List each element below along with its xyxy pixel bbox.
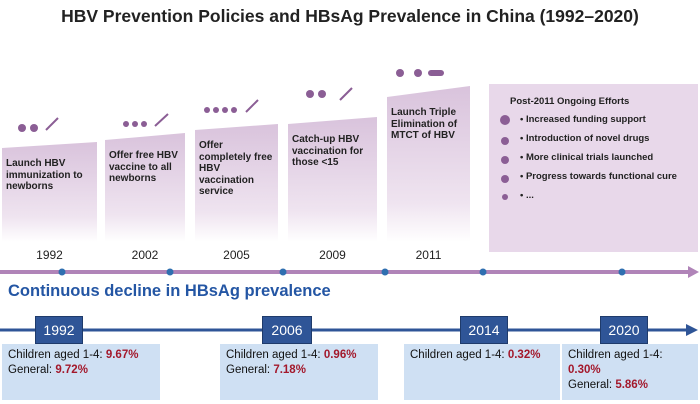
item-text: More clinical trials launched	[525, 152, 654, 163]
prevalence-heading: Continuous decline in HBsAg prevalence	[8, 282, 331, 300]
bullet: •	[520, 133, 526, 144]
policy-card	[195, 124, 278, 242]
policy-card	[2, 142, 97, 242]
line-label: Children aged 1-4:	[410, 349, 505, 361]
policy-year: 2009	[319, 248, 346, 262]
ongoing-item: • Increased funding support	[520, 114, 692, 125]
ongoing-item: • Progress towards functional cure	[520, 171, 692, 182]
title: HBV Prevention Policies and HBsAg Preval…	[61, 6, 639, 26]
line-label: General:	[8, 364, 53, 376]
prevalence-line: Children aged 1-4: 0.30%	[568, 348, 692, 378]
prevalence-box: Children aged 1-4: 0.32%	[404, 344, 560, 400]
line-value: 5.86%	[615, 379, 648, 391]
prevalence-year: 2006	[262, 316, 312, 344]
ongoing-item: • More clinical trials launched	[520, 152, 692, 163]
policy-text: Offer completely free HBV vaccination se…	[199, 140, 273, 197]
prevalence-year: 1992	[35, 316, 83, 344]
policy-year: 2002	[131, 248, 159, 262]
prevalence-line: General: 9.72%	[8, 363, 154, 378]
prevalence-year: 2020	[600, 316, 648, 344]
prevalence-box: Children aged 1-4: 0.96% General: 7.18%	[220, 344, 378, 400]
line-label: Children aged 1-4:	[8, 349, 103, 361]
policy-text: Offer free HBV vaccine to all newborns	[109, 150, 178, 184]
item-text: Introduction of novel drugs	[525, 133, 650, 144]
item-text: Progress towards functional cure	[525, 171, 677, 182]
line-label: General:	[226, 364, 271, 376]
ongoing-panel	[489, 84, 698, 252]
item-text: ...	[525, 190, 534, 201]
prevalence-line: Children aged 1-4: 0.96%	[226, 348, 372, 363]
policy-year: 2011	[415, 248, 442, 262]
line-label: General:	[568, 379, 613, 391]
policy-card	[105, 133, 185, 242]
ongoing-title: Post-2011 Ongoing Efforts	[510, 96, 630, 107]
policy-year: 2005	[223, 248, 250, 262]
policy-text: Launch HBV immunization to newborns	[6, 158, 83, 192]
icons	[18, 69, 510, 200]
prevalence-line: Children aged 1-4: 9.67%	[8, 348, 154, 363]
prevalence-box: Children aged 1-4: 9.67% General: 9.72%	[2, 344, 160, 400]
timeline-dots	[58, 268, 626, 276]
bullet: •	[520, 114, 526, 125]
prevalence-line: General: 7.18%	[226, 363, 372, 378]
policy-text: Launch Triple Elimination of MTCT of HBV	[391, 107, 458, 141]
policy-card	[387, 86, 470, 242]
line-value: 0.32%	[507, 349, 541, 361]
policy-year: 1992	[36, 248, 63, 262]
line-label: Children aged 1-4:	[226, 349, 321, 361]
bullet: •	[520, 190, 526, 201]
bullet: •	[520, 171, 526, 182]
ongoing-item: • ...	[520, 190, 692, 201]
prevalence-line: Children aged 1-4: 0.32%	[410, 348, 554, 363]
arrow-head	[688, 266, 699, 278]
line-value: 9.72%	[55, 364, 88, 376]
prevalence-year: 2014	[460, 316, 508, 344]
item-text: Increased funding support	[525, 114, 646, 125]
arrow-head	[686, 324, 698, 336]
bullet: •	[520, 152, 526, 163]
ongoing-item: • Introduction of novel drugs	[520, 133, 692, 144]
line-value: 7.18%	[273, 364, 306, 376]
line-value: 0.96%	[323, 349, 357, 361]
policy-text: Catch-up HBV vaccination for those <15	[292, 134, 364, 168]
policy-card	[288, 117, 377, 242]
prevalence-line: General: 5.86%	[568, 378, 692, 393]
line-value: 0.30%	[568, 364, 601, 376]
prevalence-box: Children aged 1-4: 0.30% General: 5.86%	[562, 344, 698, 400]
line-label: Children aged 1-4:	[568, 349, 663, 361]
line-value: 9.67%	[105, 349, 139, 361]
